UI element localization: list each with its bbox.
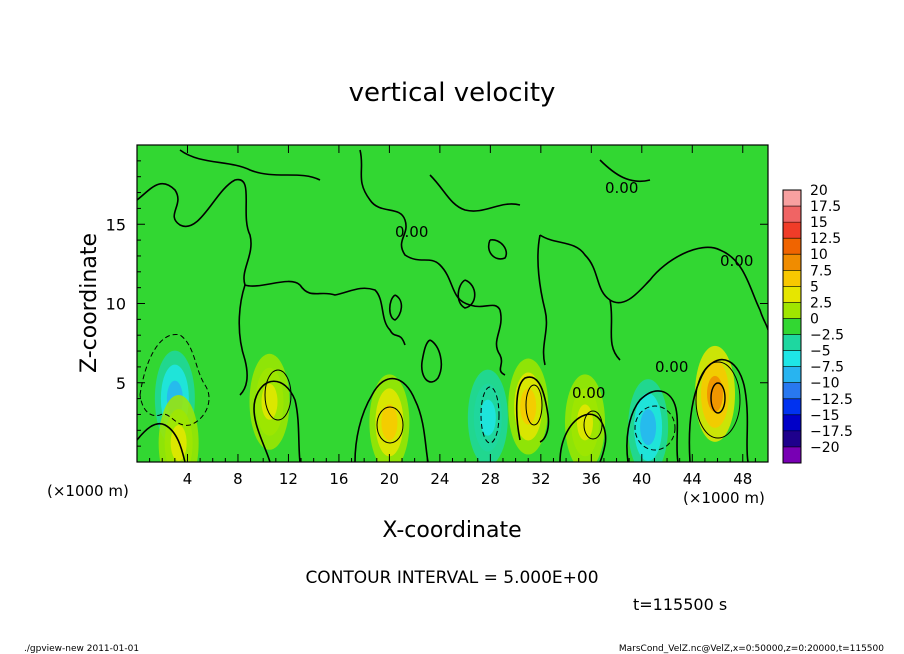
x-tick-label: 24 [430,470,449,488]
colorbar-label: 5 [810,279,819,295]
colorbar-label: 0 [810,311,819,327]
colorbar-swatch [783,286,801,303]
contour-label: 0.00 [572,384,605,402]
x-axis-label: X-coordinate [382,518,521,543]
contour-label: 0.00 [395,223,428,241]
x-tick-label: 4 [183,470,193,488]
field-anomaly [640,409,657,446]
colorbar-swatch [783,254,801,271]
colorbar-swatch [783,222,801,239]
colorbar-label: 7.5 [810,263,832,279]
colorbar-swatch [783,190,801,207]
negative-contours [139,334,676,451]
colorbar-label: −2.5 [810,328,844,344]
footer-left: ./gpview-new 2011-01-01 [24,644,139,654]
field-anomaly [520,388,537,425]
colorbar-label: −20 [810,440,840,456]
zero-contours [137,149,768,462]
x-axis: 4 8 12 16 20 24 28 32 36 40 44 48 [149,145,756,488]
colorbar-label: 10 [810,247,828,263]
x-tick-label: 44 [683,470,702,488]
colorbar-label: −17.5 [810,424,853,440]
field-anomaly [381,404,398,441]
colorbar-swatch [783,366,801,384]
colorbar-swatch [783,446,801,464]
x-tick-label: 48 [733,470,752,488]
chart-title: vertical velocity [349,78,556,108]
colorbar-label: 17.5 [810,199,841,215]
colorbar-swatch [783,270,801,287]
colorbar-swatch [783,302,801,319]
x-unit-left: (×1000 m) [47,482,129,500]
colorbar-swatch [783,238,801,255]
colorbar-label: −15 [810,408,840,424]
y-tick-label: 5 [116,374,126,393]
field-anomaly [577,404,594,441]
colorbar-swatch [783,414,801,432]
colorbar-swatch [783,318,801,336]
colorbar-label: −5 [810,344,831,360]
positive-contours [264,361,741,444]
y-tick-label: 15 [106,215,126,234]
contour-label: 0.00 [720,252,753,270]
colorbar-label: −7.5 [810,360,844,376]
colorbar-label: 2.5 [810,295,832,311]
x-unit-right: (×1000 m) [683,489,765,507]
colorbar-swatch [783,350,801,368]
colorbar-swatch [783,334,801,352]
x-tick-label: 20 [380,470,399,488]
colorbar-label: 15 [810,215,828,231]
x-tick-label: 36 [582,470,601,488]
colorbar-swatch [783,430,801,448]
x-tick-label: 28 [481,470,500,488]
y-axis-label: Z-coordinate [77,233,102,373]
y-axis: 5 10 15 [106,160,768,447]
time-label: t=115500 s [633,595,727,614]
contour-interval: CONTOUR INTERVAL = 5.000E+00 [305,568,598,588]
colorbar-swatch [783,206,801,223]
field-background [137,145,768,462]
footer-right: MarsCond_VelZ.nc@VelZ,x=0:50000,z=0:2000… [619,644,884,654]
contour-label: 0.00 [655,358,688,376]
colorbar-swatch [783,398,801,416]
x-tick-label: 32 [531,470,550,488]
x-tick-label: 16 [329,470,348,488]
x-tick-label: 8 [233,470,243,488]
colorbar-label: −10 [810,376,840,392]
plot-area [137,145,768,462]
contour-label: 0.00 [605,179,638,197]
x-tick-label: 12 [279,470,298,488]
colorbar: 2017.51512.5107.552.50−2.5−5−7.5−10−12.5… [782,183,853,464]
colorbar-label: 12.5 [810,231,841,247]
field-anomaly [479,399,496,436]
colorbar-label: 20 [810,183,828,199]
x-tick-label: 40 [632,470,651,488]
field-anomaly [706,375,723,412]
colorbar-label: −12.5 [810,392,853,408]
colorbar-swatch [783,382,801,400]
y-tick-label: 10 [106,295,126,314]
